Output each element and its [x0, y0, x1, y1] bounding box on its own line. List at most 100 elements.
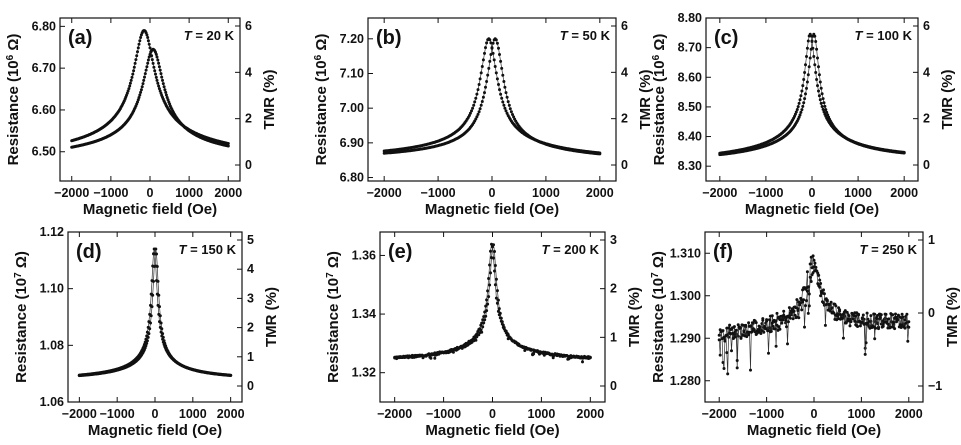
data-point: [750, 331, 753, 334]
data-point: [726, 372, 729, 375]
data-point: [151, 58, 154, 61]
x-tick-label: 2000: [586, 186, 614, 200]
y-tick-label: 7.00: [340, 101, 364, 115]
data-point: [148, 56, 151, 59]
data-point: [488, 60, 491, 63]
y-tick-label: 6.80: [340, 171, 364, 185]
data-point: [719, 354, 722, 357]
data-point: [131, 76, 134, 79]
data-point: [877, 327, 880, 330]
data-point: [906, 325, 909, 328]
data-point: [499, 60, 502, 63]
y-tick-label: 7.10: [340, 66, 364, 80]
data-point: [799, 98, 802, 101]
data-point: [734, 336, 737, 339]
x-tick-label: −2000: [367, 186, 402, 200]
data-point: [145, 69, 148, 72]
data-point: [759, 325, 762, 328]
temperature-label: T = 150 K: [179, 242, 237, 257]
data-point: [813, 262, 816, 265]
data-point: [816, 57, 819, 60]
data-point: [482, 321, 485, 324]
y-right-axis-label: TMR (%): [626, 287, 643, 347]
data-point: [158, 65, 161, 68]
data-point: [884, 313, 887, 316]
data-point: [478, 83, 481, 86]
data-point: [793, 310, 796, 313]
data-point: [493, 58, 496, 61]
data-point: [501, 101, 504, 104]
y-right-tick-label: 2: [247, 321, 254, 335]
y-tick-label: 1.08: [40, 338, 64, 352]
data-point: [807, 312, 810, 315]
data-point: [506, 96, 509, 99]
data-point: [142, 79, 145, 82]
x-tick-label: 2000: [890, 186, 918, 200]
data-point: [819, 81, 822, 84]
data-point: [148, 327, 151, 330]
x-tick-label: 1000: [844, 186, 872, 200]
y-right-tick-label: 6: [923, 19, 930, 33]
data-point: [488, 284, 491, 287]
data-point: [799, 94, 802, 97]
panel-label: (a): [68, 27, 92, 49]
y-right-tick-label: 4: [247, 262, 254, 276]
panel-label: (b): [376, 27, 402, 49]
data-point: [156, 56, 159, 59]
data-point: [902, 316, 905, 319]
data-point: [802, 78, 805, 81]
y-axis-label: Resistance (107 Ω): [325, 251, 343, 383]
data-point: [723, 340, 726, 343]
y-right-tick-label: 6: [621, 19, 628, 33]
data-point: [480, 71, 483, 74]
data-point: [800, 90, 803, 93]
data-point: [494, 65, 497, 68]
data-point: [132, 69, 135, 72]
data-point: [770, 330, 773, 333]
data-point: [565, 354, 568, 357]
sweep-up-curve: [720, 34, 904, 154]
panel-label: (c): [714, 27, 738, 49]
y-tick-label: 8.60: [678, 70, 702, 84]
data-point: [755, 333, 758, 336]
data-point: [751, 321, 754, 324]
data-point: [498, 53, 501, 56]
data-point: [893, 327, 896, 330]
y-right-tick-label: 4: [621, 65, 628, 79]
data-point: [477, 88, 480, 91]
y-right-tick-label: 0: [245, 158, 252, 172]
data-point: [589, 356, 592, 359]
data-point: [868, 320, 871, 323]
data-point: [156, 82, 159, 85]
y-tick-label: 1.300: [670, 289, 701, 303]
y-tick-label: 1.06: [40, 395, 64, 409]
data-point: [809, 57, 812, 60]
y-tick-label: 6.60: [32, 103, 56, 117]
y-right-tick-label: 6: [245, 19, 252, 33]
data-point: [864, 353, 867, 356]
data-point: [896, 318, 899, 321]
y-right-tick-label: 1: [610, 330, 617, 344]
data-point: [903, 152, 906, 155]
y-right-tick-label: 4: [245, 65, 252, 79]
data-point: [485, 309, 488, 312]
data-point: [489, 250, 492, 253]
y-right-axis-label: TMR (%): [263, 287, 280, 347]
data-point: [785, 325, 788, 328]
data-point: [805, 299, 808, 302]
data-point: [800, 308, 803, 311]
x-tick-label: 2000: [895, 407, 923, 421]
data-point: [721, 337, 724, 340]
data-point: [825, 303, 828, 306]
data-point: [854, 314, 857, 317]
data-point: [834, 304, 837, 307]
data-point: [798, 102, 801, 105]
data-point: [904, 327, 907, 330]
data-point: [158, 305, 161, 308]
y-tick-label: 6.90: [340, 136, 364, 150]
data-point: [157, 280, 160, 283]
data-point: [718, 338, 721, 341]
x-axis-label: Magnetic field (Oe): [83, 201, 217, 218]
data-point: [723, 367, 726, 370]
